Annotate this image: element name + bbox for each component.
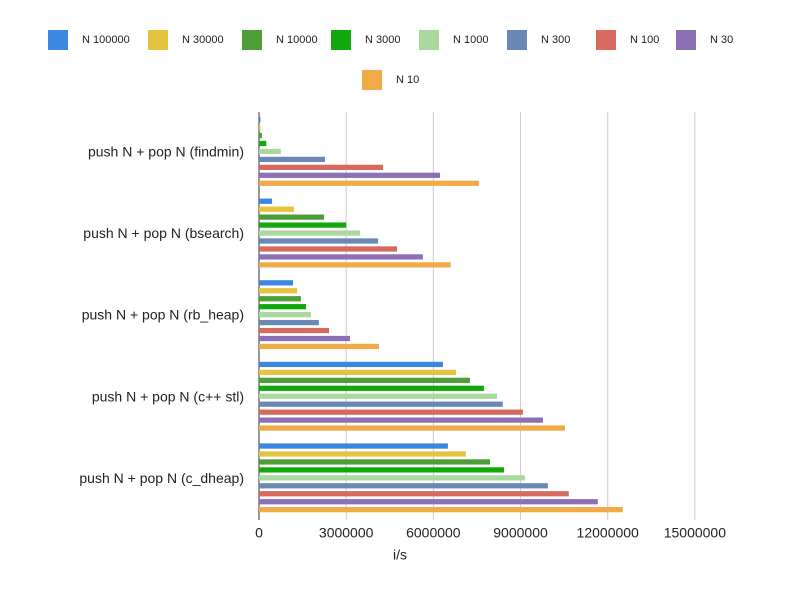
bar — [259, 254, 423, 260]
bar — [259, 288, 298, 294]
legend-swatch — [48, 30, 68, 50]
bar — [259, 499, 598, 505]
legend-label: N 30 — [710, 34, 733, 46]
legend-swatch — [362, 70, 382, 90]
y-tick-label: push N + pop N (c++ stl) — [92, 388, 244, 404]
bar — [259, 230, 361, 236]
bar — [259, 491, 569, 497]
bar — [259, 280, 293, 286]
x-tick-label: 6000000 — [406, 525, 461, 541]
legend-swatch — [148, 30, 168, 50]
bar — [259, 198, 273, 204]
bar — [259, 417, 543, 423]
bar — [259, 304, 307, 310]
bar — [259, 475, 525, 481]
y-tick-label: push N + pop N (c_dheap) — [79, 470, 244, 486]
bar — [259, 327, 330, 334]
x-axis-title: i/s — [393, 547, 407, 563]
bar — [259, 222, 347, 228]
bar — [259, 425, 565, 431]
legend-swatch — [331, 30, 351, 50]
x-tick-label: 12000000 — [577, 525, 640, 541]
bar — [259, 361, 443, 368]
legend-swatch — [596, 30, 616, 50]
bar — [259, 246, 398, 252]
bar — [259, 319, 319, 326]
bar — [259, 117, 261, 123]
bar — [259, 296, 301, 302]
bar — [259, 164, 384, 170]
legend-swatch — [676, 30, 696, 50]
legend-label: N 30000 — [182, 34, 224, 46]
legend-label: N 3000 — [365, 34, 400, 46]
legend-label: N 100000 — [82, 34, 130, 46]
bar — [259, 483, 548, 489]
bar — [259, 238, 379, 244]
legend-label: N 10000 — [276, 34, 318, 46]
x-tick-label: 3000000 — [319, 525, 374, 541]
bar — [259, 377, 470, 383]
legend-swatch — [507, 30, 527, 50]
y-tick-label: push N + pop N (rb_heap) — [82, 307, 244, 323]
bar — [259, 507, 623, 513]
bar — [259, 409, 523, 415]
x-tick-label: 9000000 — [493, 525, 548, 541]
bar — [259, 393, 497, 399]
x-tick-label: 15000000 — [664, 525, 727, 541]
bar — [259, 369, 457, 376]
x-tick-label: 0 — [255, 525, 263, 541]
legend-label: N 10 — [396, 74, 419, 86]
bar — [259, 467, 504, 473]
y-tick-label: push N + pop N (findmin) — [88, 144, 244, 160]
bar — [259, 451, 466, 457]
y-tick-label: push N + pop N (bsearch) — [83, 225, 244, 241]
legend-swatch — [242, 30, 262, 50]
bar — [259, 214, 325, 220]
bar — [259, 262, 451, 268]
bar — [259, 156, 325, 163]
bar — [259, 124, 261, 131]
bar — [259, 312, 312, 318]
bar — [259, 401, 503, 407]
legend-label: N 1000 — [453, 34, 488, 46]
legend-label: N 100 — [630, 34, 659, 46]
bar — [259, 459, 491, 465]
bar — [259, 206, 294, 212]
bar — [259, 132, 262, 139]
legend-swatch — [419, 30, 439, 50]
legend-label: N 300 — [541, 34, 570, 46]
bar — [259, 180, 479, 186]
bar — [259, 140, 267, 147]
bar — [259, 385, 484, 391]
bar — [259, 335, 350, 342]
bar — [259, 148, 281, 155]
bar — [259, 443, 448, 449]
bar — [259, 172, 441, 178]
bar — [259, 343, 380, 350]
